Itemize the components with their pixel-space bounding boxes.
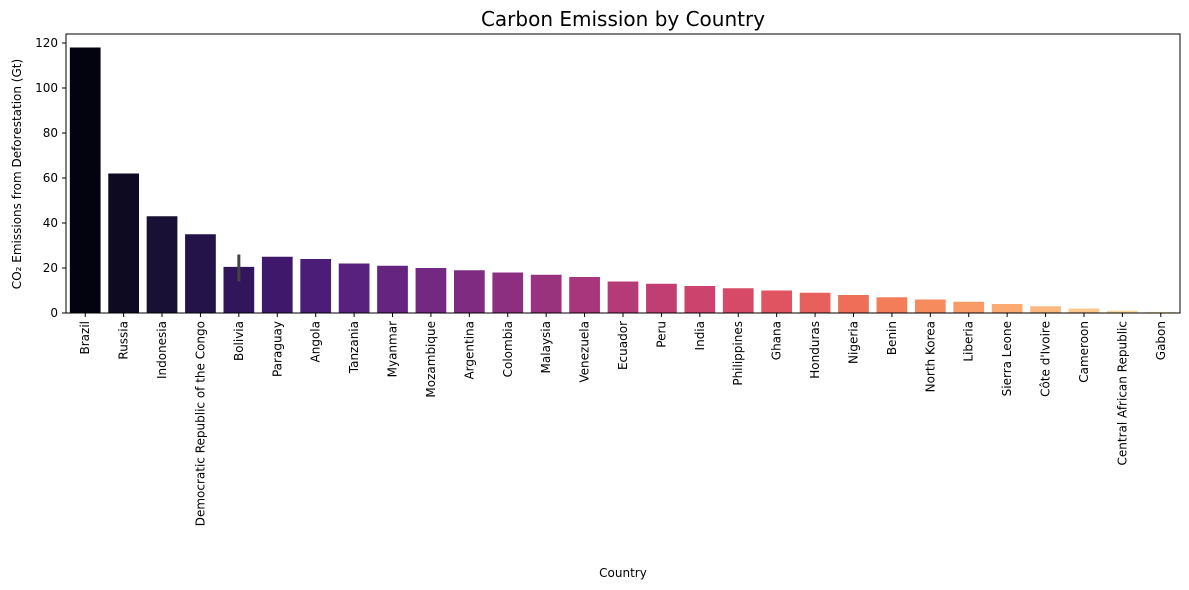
x-tick-label-central-african-republic: Central African Republic [1115,321,1129,465]
y-axis: 0 20 40 60 80 100 120 [35,36,66,320]
y-axis-label: CO₂ Emissions from Deforestation (Gt) [10,59,24,289]
bar-russia [108,173,139,313]
bar-nigeria [838,295,869,313]
x-tick-label-angola: Angola [309,321,323,362]
y-tick-label: 120 [35,36,58,50]
bar-honduras [799,292,831,313]
x-tick-label-north-korea: North Korea [923,321,937,392]
y-tick-label: 60 [43,171,58,185]
x-tick-label-paraguay: Paraguay [270,321,284,377]
x-axis: Brazil Russia Indonesia Democratic Republic… [78,313,1168,526]
x-tick-label-democratic-republic-of-the-congo: Democratic Republic of the Congo [193,321,207,526]
bar-venezuela [569,277,600,313]
x-tick-label-mozambique: Mozambique [424,321,438,398]
x-tick-label-honduras: Honduras [808,321,822,379]
x-axis-label: Country [599,566,647,580]
x-tick-label-myanmar: Myanmar [386,321,400,377]
x-tick-label-tanzania: Tanzania [347,321,361,374]
x-tick-label-philippines: Philippines [731,321,745,386]
bar-myanmar [377,265,408,313]
x-tick-label-argentina: Argentina [462,321,476,380]
bar-argentina [453,270,485,313]
bar-central-african-republic [1107,310,1138,313]
x-tick-label-liberia: Liberia [962,321,976,362]
x-tick-label-indonesia: Indonesia [155,321,169,379]
x-tick-label-colombia: Colombia [501,321,515,377]
x-tick-label-sierra-leone: Sierra Leone [1000,321,1014,396]
bars-group [69,47,1177,313]
x-tick-label-ghana: Ghana [770,321,784,360]
bar-tanzania [338,263,370,313]
bar-indonesia [146,216,178,313]
y-tick-label: 0 [50,306,58,320]
bar-ecuador [607,281,639,313]
x-tick-label-venezuela: Venezuela [578,321,592,383]
bar-cameroon [1068,308,1100,313]
y-tick-label: 40 [43,216,58,230]
bar-brazil [69,47,101,313]
bar-angola [300,259,332,313]
x-tick-label-gabon: Gabon [1154,321,1168,360]
x-tick-label-ecuador: Ecuador [616,321,630,370]
x-tick-label-benin: Benin [885,321,899,355]
y-tick-label: 100 [35,81,58,95]
bar-philippines [722,288,754,313]
x-tick-label-c-te-d-ivoire: Côte d'Ivoire [1039,321,1053,397]
bar-colombia [492,272,524,313]
y-tick-label: 80 [43,126,58,140]
bar-paraguay [261,256,293,313]
bar-liberia [953,301,985,313]
bar-democratic-republic-of-the-congo [185,234,216,313]
bar-mozambique [415,268,447,313]
x-tick-label-peru: Peru [654,321,668,348]
plot-frame [65,33,1181,314]
bar-benin [876,297,908,313]
bar-malaysia [530,274,562,313]
x-tick-label-india: India [693,321,707,350]
x-tick-label-malaysia: Malaysia [539,321,553,373]
bar-c-te-d-ivoire [1030,306,1061,313]
y-tick-label: 20 [43,261,58,275]
chart-title: Carbon Emission by Country [481,7,765,31]
x-tick-label-nigeria: Nigeria [846,321,860,364]
x-tick-label-brazil: Brazil [78,321,92,355]
bar-north-korea [914,299,946,313]
x-tick-label-cameroon: Cameroon [1077,321,1091,383]
x-tick-label-russia: Russia [117,321,131,360]
bar-ghana [761,290,793,313]
bar-gabon [1145,311,1177,313]
bar-sierra-leone [991,304,1023,313]
x-tick-label-bolivia: Bolivia [232,321,246,361]
bar-india [684,286,716,313]
bar-peru [646,283,677,313]
